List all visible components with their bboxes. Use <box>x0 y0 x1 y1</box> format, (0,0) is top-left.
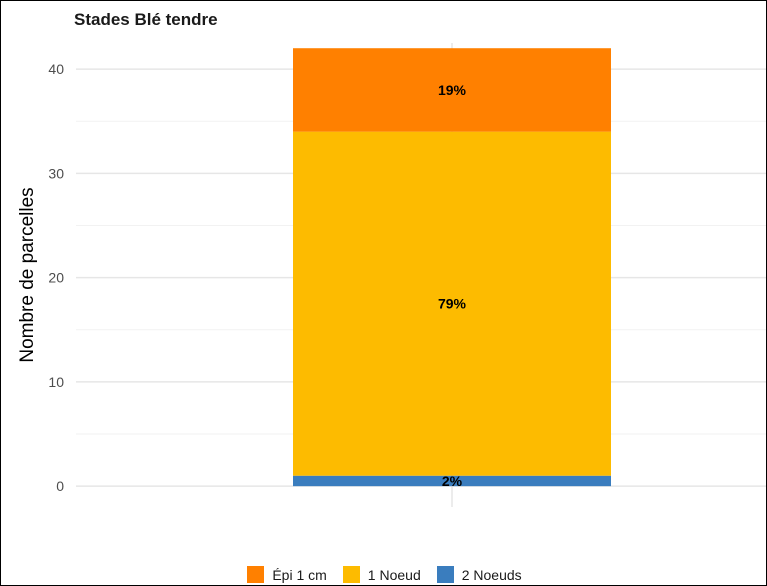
y-tick-label: 40 <box>48 61 64 77</box>
y-tick-label: 10 <box>48 374 64 390</box>
legend: Épi 1 cm 1 Noeud 2 Noeuds <box>1 566 766 583</box>
bar-segment <box>293 48 611 132</box>
legend-swatch <box>247 566 265 583</box>
chart-title: Stades Blé tendre <box>74 10 218 29</box>
legend-item: 2 Noeuds <box>436 566 522 583</box>
legend-item: 1 Noeud <box>342 566 421 583</box>
legend-swatch <box>436 566 454 583</box>
bar-segment <box>293 475 611 487</box>
bar-data-label: 2% <box>442 473 463 489</box>
legend-label: 2 Noeuds <box>461 566 522 583</box>
legend-label: Épi 1 cm <box>272 566 327 583</box>
bar-segment <box>293 131 611 476</box>
bar-data-label: 19% <box>438 82 467 98</box>
y-tick-label: 20 <box>48 270 64 286</box>
bar-data-label: 79% <box>438 296 467 312</box>
legend-label: 1 Noeud <box>367 566 421 583</box>
y-axis-title: Nombre de parcelles <box>17 187 38 362</box>
legend-swatch <box>342 566 360 583</box>
y-tick-label: 30 <box>48 165 64 181</box>
legend-item: Épi 1 cm <box>247 566 327 583</box>
y-tick-label: 0 <box>56 478 64 494</box>
